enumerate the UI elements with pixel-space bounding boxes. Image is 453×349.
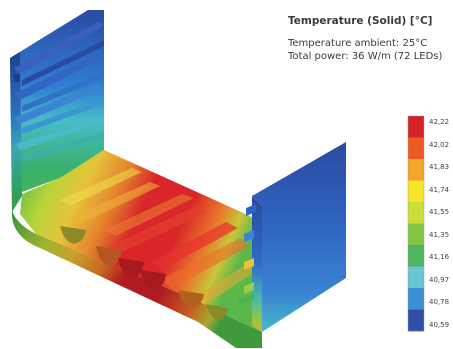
color-scale-label: 41,83 [429, 163, 450, 172]
color-scale-label: 40,78 [429, 298, 450, 307]
base-channels [60, 226, 228, 320]
color-scale-label: 40,59 [429, 321, 450, 329]
ambient-temperature-text: Temperature ambient: 25°C [288, 38, 428, 49]
total-power-text: Total power: 36 W/m (72 LEDs) [288, 51, 443, 62]
color-scale-label: 41,16 [429, 253, 450, 262]
color-scale-label: 42,22 [429, 118, 450, 126]
legend-title: Temperature (Solid) [°C] [288, 15, 433, 27]
base-plate [11, 210, 262, 348]
color-scale-label: 41,55 [429, 208, 450, 217]
base-ribs [60, 168, 258, 304]
color-scale-label: 41,74 [429, 185, 450, 194]
color-scale-label: 42,02 [429, 140, 450, 149]
left-wall-fins [14, 22, 104, 162]
color-scale-label: 40,97 [429, 275, 450, 284]
color-scale-label: 41,35 [429, 230, 450, 239]
right-wall [252, 142, 346, 332]
right-wall-edge [252, 196, 262, 332]
right-wall-fins [238, 204, 256, 306]
